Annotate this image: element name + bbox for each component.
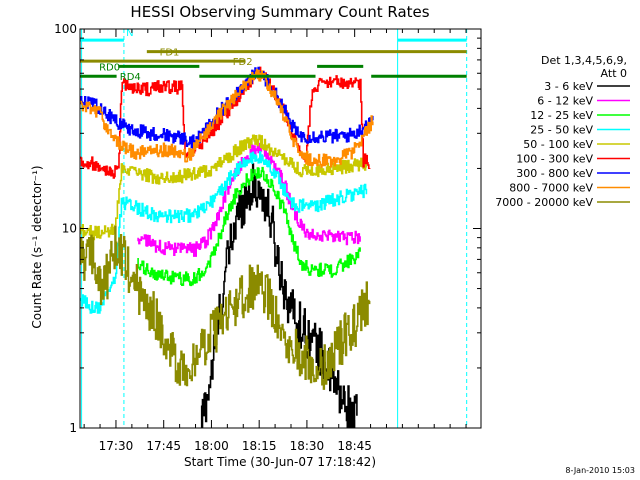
flag-label-2: FD1 bbox=[160, 48, 180, 59]
x-tick-label-4: 18:15 bbox=[242, 439, 277, 453]
legend-header-line-1: Det 1,3,4,5,6,9, bbox=[541, 54, 627, 67]
y-axis-label: Count Rate (s⁻¹ detector⁻¹) bbox=[30, 165, 44, 328]
x-tick-label-2: 17:45 bbox=[146, 439, 181, 453]
series-line-8 bbox=[80, 69, 374, 168]
footer-date: 8-Jan-2010 15:03 bbox=[565, 466, 635, 475]
series-line-3 bbox=[137, 166, 361, 287]
legend-label-1: 3 - 6 keV bbox=[544, 80, 593, 93]
series-line-4 bbox=[80, 151, 368, 314]
x-axis-label: Start Time (30-Jun-07 17:18:42) bbox=[184, 455, 376, 469]
legend-label-3: 12 - 25 keV bbox=[530, 109, 593, 122]
legend-label-2: 6 - 12 keV bbox=[537, 95, 593, 108]
y-tick-label-2: 10 bbox=[62, 222, 77, 236]
series-line-7 bbox=[80, 66, 374, 149]
legend-label-9: 7000 - 20000 keV bbox=[495, 196, 593, 209]
flag-label-4: RD0 bbox=[99, 62, 120, 73]
x-tick-label-3: 18:00 bbox=[194, 439, 229, 453]
series-line-9 bbox=[80, 225, 371, 390]
series-line-2 bbox=[137, 140, 361, 257]
x-tick-label-1: 17:30 bbox=[99, 439, 134, 453]
series-line-5 bbox=[80, 134, 368, 241]
flag-label-3: FD2 bbox=[233, 57, 253, 68]
legend-label-7: 300 - 800 keV bbox=[516, 167, 593, 180]
legend-header-line-2: Att 0 bbox=[601, 67, 627, 80]
flag-label-5: RD4 bbox=[120, 72, 141, 83]
legend-label-8: 800 - 7000 keV bbox=[509, 182, 593, 195]
chart-title: HESSI Observing Summary Count Rates bbox=[130, 3, 429, 21]
legend-label-4: 25 - 50 keV bbox=[530, 124, 593, 137]
x-tick-label-6: 18:45 bbox=[337, 439, 372, 453]
x-tick-label-5: 18:30 bbox=[290, 439, 325, 453]
legend: Det 1,3,4,5,6,9, Att 0 3 - 6 keV 6 - 12 k… bbox=[495, 54, 630, 209]
y-tick-label-3: 100 bbox=[54, 22, 77, 36]
flag-label-1: N bbox=[126, 28, 133, 39]
y-tick-label-1: 1 bbox=[69, 421, 77, 435]
legend-label-5: 50 - 100 keV bbox=[523, 138, 593, 151]
plot-frame bbox=[79, 28, 482, 429]
legend-label-6: 100 - 300 keV bbox=[516, 153, 593, 166]
y-axis-label-text: Count Rate (s⁻¹ detector⁻¹) bbox=[30, 165, 44, 328]
